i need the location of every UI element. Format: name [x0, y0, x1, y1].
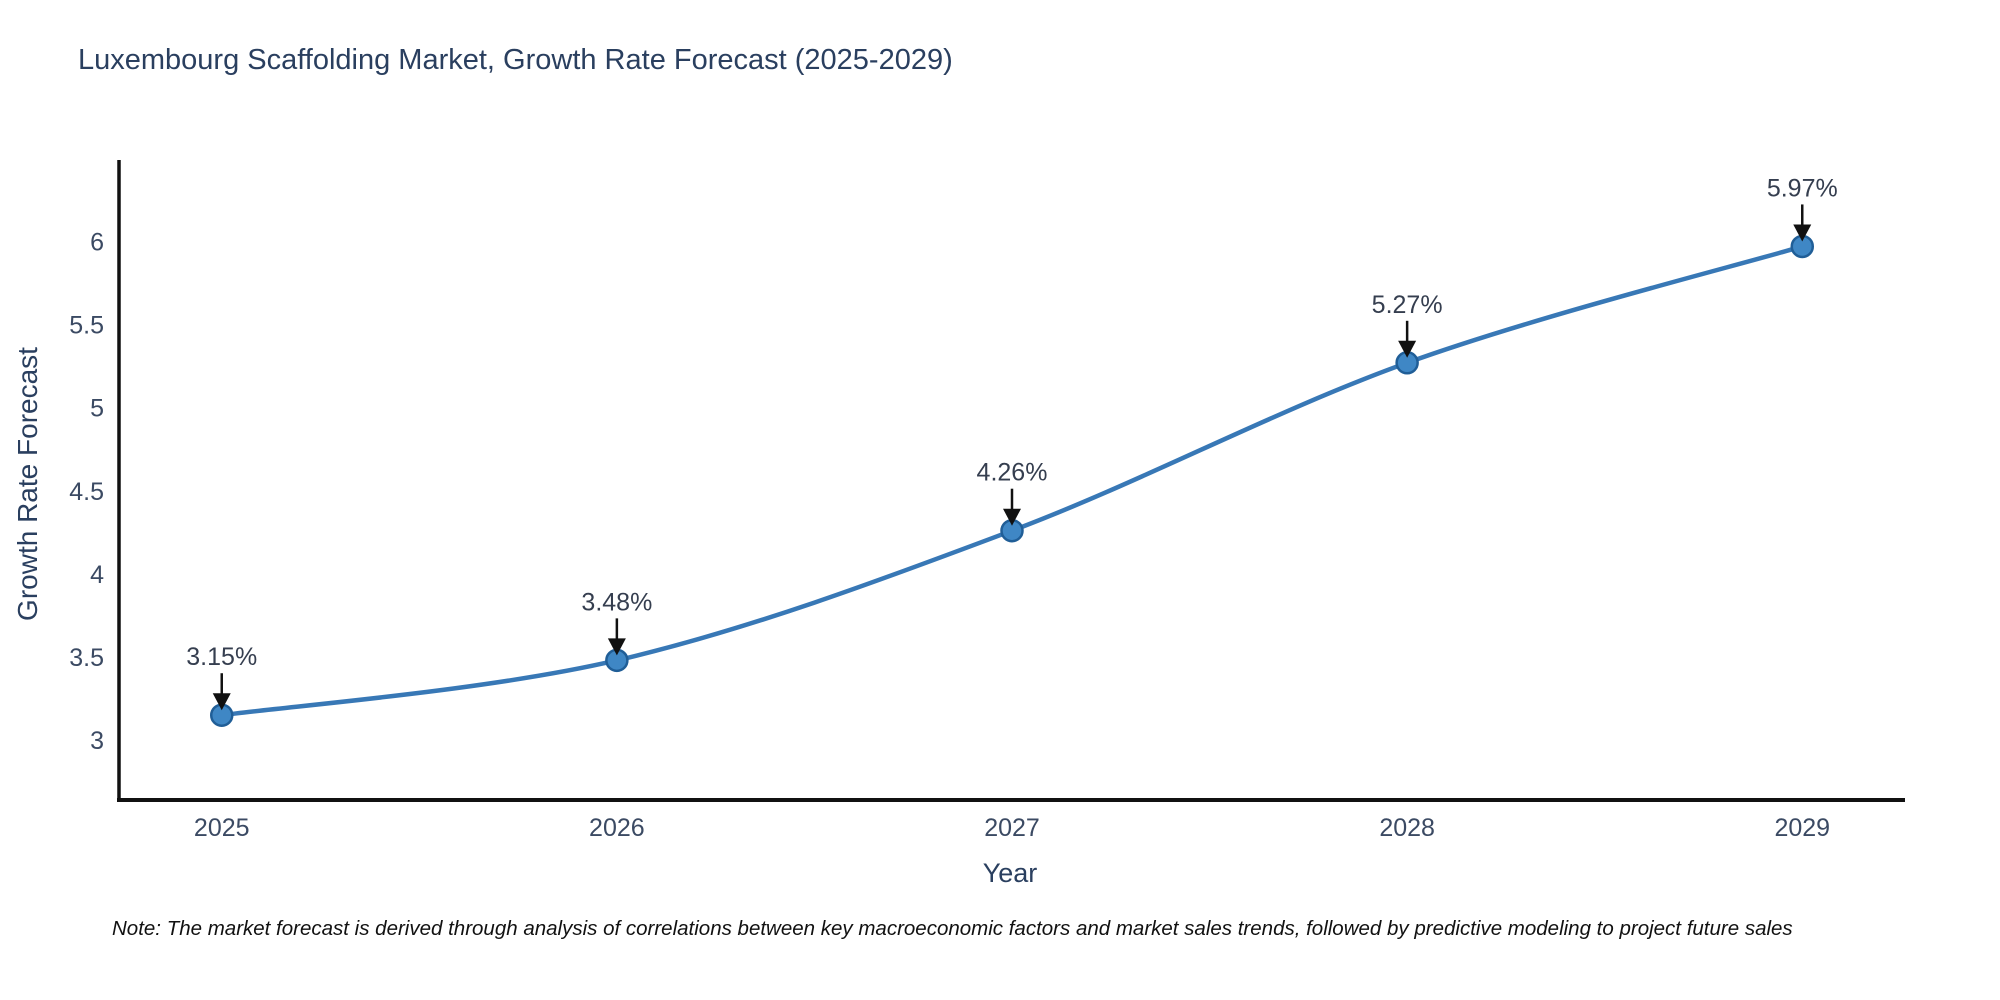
y-tick-label: 4 — [90, 561, 104, 589]
point-label: 3.15% — [186, 643, 257, 671]
point-label: 4.26% — [977, 459, 1048, 487]
y-tick-label: 3.5 — [69, 644, 104, 672]
x-tick-label: 2026 — [589, 814, 645, 842]
point-label: 5.97% — [1767, 174, 1838, 202]
x-tick-label: 2025 — [194, 814, 250, 842]
footnote: Note: The market forecast is derived thr… — [112, 917, 1793, 940]
y-tick-label: 5.5 — [69, 312, 104, 340]
y-tick-label: 5 — [90, 395, 104, 423]
y-tick-label: 4.5 — [69, 478, 104, 506]
point-label: 5.27% — [1372, 291, 1443, 319]
point-label: 3.48% — [581, 588, 652, 616]
x-axis-title: Year — [982, 858, 1038, 888]
annotation-arrowhead — [607, 638, 626, 656]
annotation-arrowhead — [1793, 224, 1812, 242]
annotation-arrowhead — [1003, 508, 1021, 526]
annotation-arrowhead — [1398, 340, 1417, 358]
x-tick-label: 2027 — [984, 814, 1040, 842]
x-tick-label: 2029 — [1774, 814, 1830, 842]
y-tick-label: 3 — [90, 727, 104, 755]
chart-title: Luxembourg Scaffolding Market, Growth Ra… — [78, 44, 953, 76]
annotation-arrowhead — [212, 693, 231, 711]
x-tick-label: 2028 — [1379, 814, 1435, 842]
y-tick-label: 6 — [90, 228, 104, 256]
